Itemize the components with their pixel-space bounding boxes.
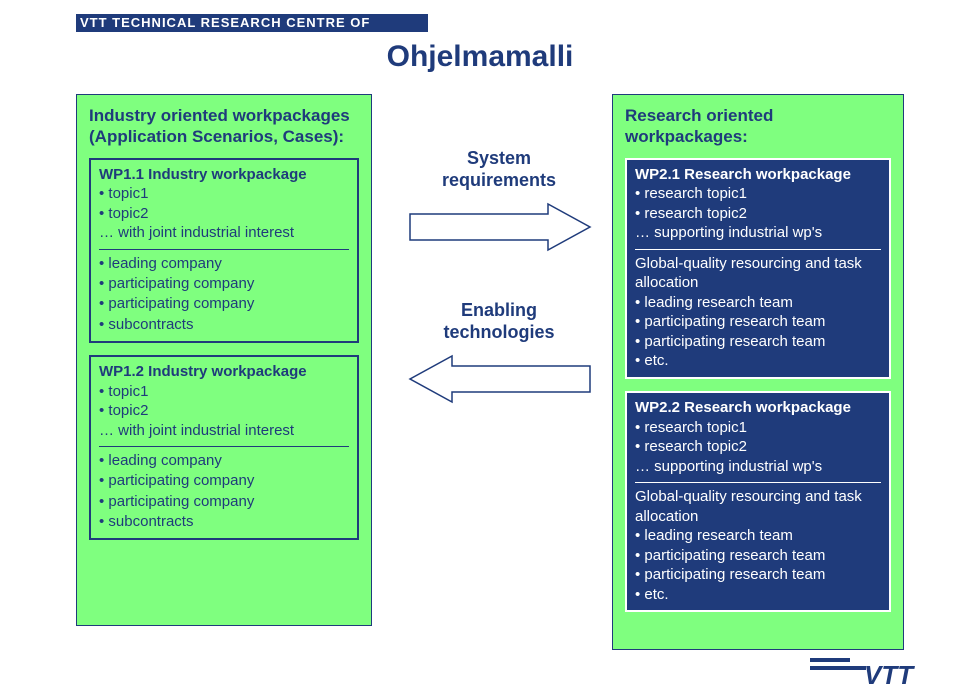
enabling-technologies-label: Enabling technologies (404, 300, 594, 343)
wp-line: • leading company (99, 451, 349, 471)
r-line: • participating research team (635, 312, 881, 332)
wp-title: WP1.2 Industry workpackage (99, 363, 349, 382)
r-line: • participating research team (635, 332, 881, 352)
industry-panel: Industry oriented workpackages (Applicat… (76, 94, 372, 626)
r-sub: Global-quality resourcing and task alloc… (635, 482, 881, 604)
r-line: … supporting industrial wp's (635, 223, 881, 243)
r-line: • leading research team (635, 293, 881, 313)
r-title: WP2.2 Research workpackage (635, 399, 881, 418)
research-heading: Research oriented workpackages: (625, 105, 891, 148)
wp-line: • participating company (99, 274, 349, 294)
wp-line: • subcontracts (99, 512, 349, 532)
wp-line: • leading company (99, 254, 349, 274)
label-text: Enabling technologies (443, 300, 554, 342)
r-line: • etc. (635, 585, 881, 605)
wp-line: • topic1 (99, 184, 349, 204)
wp-block: WP1.2 Industry workpackage • topic1 • to… (89, 355, 359, 540)
arrow-right-icon (408, 202, 592, 252)
industry-heading: Industry oriented workpackages (Applicat… (89, 105, 359, 148)
wp-sub: • leading company • participating compan… (99, 249, 349, 335)
r-sub-heading: Global-quality resourcing and task alloc… (635, 254, 881, 293)
r-line: • participating research team (635, 546, 881, 566)
research-panel: Research oriented workpackages: WP2.1 Re… (612, 94, 904, 650)
r-line: • research topic2 (635, 437, 881, 457)
org-header: VTT TECHNICAL RESEARCH CENTRE OF FINLAND (76, 14, 428, 32)
r-title: WP2.1 Research workpackage (635, 166, 881, 185)
wp-title: WP1.1 Industry workpackage (99, 166, 349, 185)
r-line: • research topic1 (635, 418, 881, 438)
wp-line: • topic2 (99, 401, 349, 421)
wp-line: • participating company (99, 471, 349, 491)
r-line: • research topic1 (635, 184, 881, 204)
wp-sub: • leading company • participating compan… (99, 446, 349, 532)
wp-line: • topic1 (99, 382, 349, 402)
wp-line: • participating company (99, 492, 349, 512)
research-block: WP2.2 Research workpackage • research to… (625, 391, 891, 612)
research-block: WP2.1 Research workpackage • research to… (625, 158, 891, 379)
wp-line: • participating company (99, 294, 349, 314)
arrow-left-icon (408, 354, 592, 404)
system-requirements-label: System requirements (404, 148, 594, 191)
vtt-logo-icon: VTT (810, 644, 920, 690)
wp-line: … with joint industrial interest (99, 223, 349, 243)
r-line: … supporting industrial wp's (635, 457, 881, 477)
logo-text: VTT (864, 660, 915, 690)
r-sub: Global-quality resourcing and task alloc… (635, 249, 881, 371)
label-text: System requirements (442, 148, 556, 190)
wp-line: … with joint industrial interest (99, 421, 349, 441)
page-title: Ohjelmamalli (0, 40, 960, 74)
r-line: • participating research team (635, 565, 881, 585)
r-sub-heading: Global-quality resourcing and task alloc… (635, 487, 881, 526)
wp-line: • topic2 (99, 204, 349, 224)
wp-line: • subcontracts (99, 315, 349, 335)
r-line: • etc. (635, 351, 881, 371)
r-line: • research topic2 (635, 204, 881, 224)
r-line: • leading research team (635, 526, 881, 546)
wp-block: WP1.1 Industry workpackage • topic1 • to… (89, 158, 359, 343)
